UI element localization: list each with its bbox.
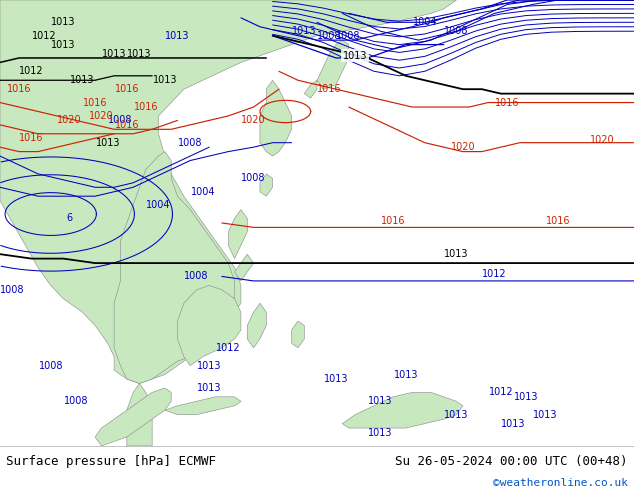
Text: 1012: 1012 (216, 343, 240, 353)
Text: 1013: 1013 (51, 17, 75, 27)
Text: 1013: 1013 (368, 396, 392, 406)
Text: 1013: 1013 (444, 410, 469, 420)
Text: 1012: 1012 (489, 388, 513, 397)
Text: 1013: 1013 (51, 40, 75, 49)
Text: 1013: 1013 (96, 138, 120, 147)
Text: 1016: 1016 (495, 98, 519, 108)
Text: 1020: 1020 (58, 115, 82, 125)
Text: 1008: 1008 (39, 361, 63, 370)
Polygon shape (292, 321, 304, 348)
Text: 1013: 1013 (368, 427, 392, 438)
Polygon shape (317, 40, 349, 89)
Polygon shape (178, 285, 241, 366)
Polygon shape (235, 254, 254, 281)
Polygon shape (228, 210, 247, 259)
Text: 1016: 1016 (381, 216, 405, 226)
Text: 1008: 1008 (178, 138, 202, 147)
Text: 1008: 1008 (444, 26, 469, 36)
Text: 1016: 1016 (20, 133, 44, 143)
Text: 1016: 1016 (115, 120, 139, 130)
Text: 1013: 1013 (394, 369, 418, 380)
Text: ©weatheronline.co.uk: ©weatheronline.co.uk (493, 478, 628, 489)
Text: 1013: 1013 (501, 418, 526, 429)
Text: 1020: 1020 (451, 142, 475, 152)
Text: Surface pressure [hPa] ECMWF: Surface pressure [hPa] ECMWF (6, 455, 216, 468)
Text: 1020: 1020 (242, 115, 266, 125)
Text: 1008: 1008 (337, 31, 361, 41)
Polygon shape (260, 174, 273, 196)
Text: 1012: 1012 (20, 66, 44, 76)
Text: 1013: 1013 (343, 51, 367, 61)
Polygon shape (247, 303, 266, 348)
Text: 1013: 1013 (324, 374, 348, 384)
Text: 1013: 1013 (533, 410, 557, 420)
Text: 1013: 1013 (70, 75, 94, 85)
Text: 1004: 1004 (146, 200, 171, 210)
Polygon shape (127, 384, 152, 446)
Text: 1013: 1013 (127, 49, 152, 58)
Text: 1013: 1013 (514, 392, 538, 402)
Polygon shape (114, 151, 235, 384)
Polygon shape (342, 392, 463, 428)
Text: 1004: 1004 (413, 17, 437, 27)
Text: 1008: 1008 (108, 115, 133, 125)
Text: 1013: 1013 (444, 249, 469, 259)
Text: 1008: 1008 (1, 285, 25, 295)
Text: 1008: 1008 (64, 396, 88, 406)
Polygon shape (95, 388, 171, 446)
Polygon shape (165, 397, 241, 415)
Text: 1016: 1016 (318, 84, 342, 94)
Text: 1008: 1008 (318, 31, 342, 41)
Text: 1013: 1013 (292, 26, 316, 36)
Text: 1012: 1012 (482, 269, 507, 279)
Text: 1013: 1013 (153, 75, 177, 85)
Text: 6: 6 (67, 214, 73, 223)
Text: 1013: 1013 (165, 31, 190, 41)
Text: 1016: 1016 (134, 102, 158, 112)
Text: 1008: 1008 (184, 271, 209, 281)
Text: 1016: 1016 (7, 84, 31, 94)
Text: 1004: 1004 (191, 187, 215, 197)
Text: 1016: 1016 (115, 84, 139, 94)
Text: 1008: 1008 (242, 173, 266, 183)
Polygon shape (260, 80, 292, 156)
Text: 1020: 1020 (590, 135, 614, 146)
Polygon shape (304, 80, 317, 98)
Text: 1013: 1013 (197, 383, 221, 393)
Text: 1013: 1013 (102, 49, 126, 58)
Text: 1016: 1016 (83, 98, 107, 108)
Text: 1020: 1020 (89, 111, 113, 121)
Text: 1013: 1013 (197, 361, 221, 370)
Polygon shape (0, 0, 456, 384)
Text: 1016: 1016 (546, 216, 570, 226)
Text: 1012: 1012 (32, 31, 56, 41)
Text: Su 26-05-2024 00:00 UTC (00+48): Su 26-05-2024 00:00 UTC (00+48) (395, 455, 628, 468)
